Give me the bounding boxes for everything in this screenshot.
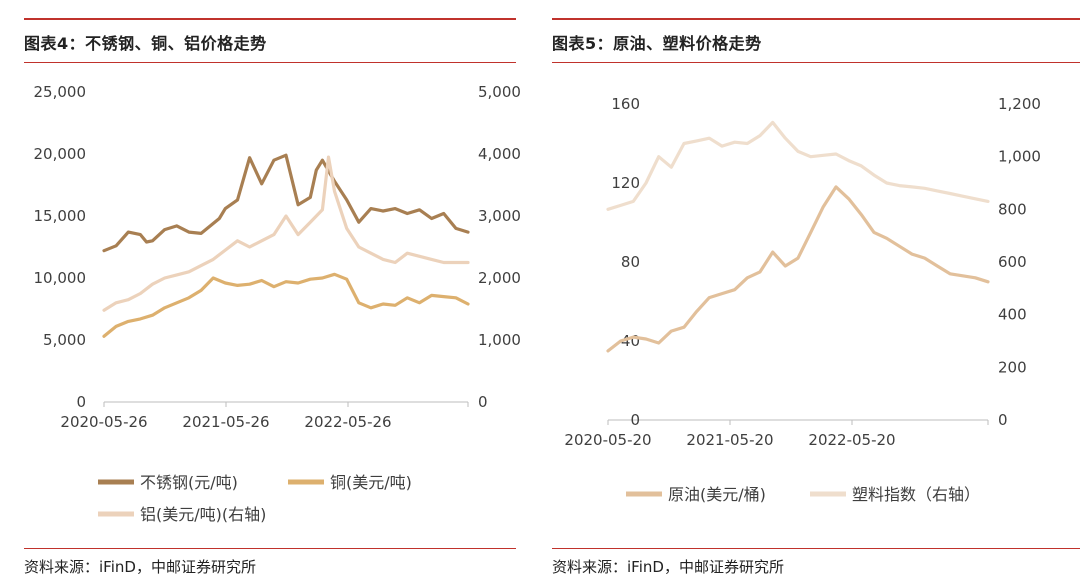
y-right-tick-label: 5,000	[478, 83, 521, 101]
chart-source: 资料来源：iFinD，中邮证券研究所	[24, 556, 256, 577]
y-right-tick-label: 3,000	[478, 207, 521, 225]
x-tick-label: 2022-05-20	[808, 431, 895, 449]
legend-label: 原油(美元/桶)	[668, 485, 766, 504]
x-tick-label: 2022-05-26	[304, 413, 391, 431]
chart-title: 图表4：不锈钢、铜、铝价格走势	[24, 30, 267, 54]
chart-source-prefix: 资料来源：	[552, 558, 628, 576]
y-left-tick-label: 15,000	[34, 207, 87, 225]
x-tick-label: 2020-05-20	[564, 431, 651, 449]
y-left-tick-label: 10,000	[34, 269, 87, 287]
series-line-1	[102, 272, 470, 338]
legend-label: 不锈钢(元/吨)	[140, 473, 238, 492]
chart-title-prefix: 图表5：	[552, 34, 614, 53]
chart-title-prefix: 图表4：	[24, 34, 86, 53]
y-right-tick-label: 400	[998, 306, 1027, 324]
legend-label: 塑料指数（右轴）	[852, 485, 980, 504]
x-tick-label: 2020-05-26	[60, 413, 147, 431]
y-right-tick-label: 0	[998, 411, 1008, 429]
y-left-tick-label: 120	[611, 174, 640, 192]
y-right-tick-label: 1,000	[478, 331, 521, 349]
series-line-0	[606, 185, 990, 353]
y-right-tick-label: 1,200	[998, 95, 1041, 113]
panel-bottom-rule	[552, 548, 1080, 549]
legend-label: 铝(美元/吨)(右轴)	[140, 505, 266, 524]
y-right-tick-label: 600	[998, 253, 1027, 271]
chart-source-text: iFinD，中邮证券研究所	[627, 558, 784, 576]
chart-title: 图表5：原油、塑料价格走势	[552, 30, 762, 54]
chart-source-text: iFinD，中邮证券研究所	[99, 558, 256, 576]
series-line-1	[606, 120, 990, 211]
y-right-tick-label: 800	[998, 200, 1027, 218]
panel-top-rule	[552, 18, 1080, 20]
x-tick-label: 2021-05-26	[182, 413, 269, 431]
x-tick-label: 2021-05-20	[686, 431, 773, 449]
y-left-tick-label: 20,000	[34, 145, 87, 163]
panel-top-rule	[24, 18, 516, 20]
chart-metals-prices: 2020-05-26 2021-05-26 2022-05-26 0 5,000 10,0…	[34, 83, 521, 524]
y-right-tick-label: 200	[998, 358, 1027, 376]
legend-label: 铜(美元/吨)	[330, 473, 412, 492]
y-right-tick-label: 0	[478, 393, 488, 411]
y-right-tick-label: 4,000	[478, 145, 521, 163]
chart-oil-plastic-prices: 2020-05-20 2021-05-20 2022-05-200408012016…	[564, 95, 1041, 504]
y-left-tick-label: 0	[76, 393, 86, 411]
y-left-tick-label: 0	[630, 411, 640, 429]
y-left-tick-label: 160	[611, 95, 640, 113]
panel-title-rule	[552, 62, 1080, 63]
y-left-tick-label: 25,000	[34, 83, 87, 101]
panel-title-rule	[24, 62, 516, 63]
panel-bottom-rule	[24, 548, 516, 549]
series-line-0	[102, 153, 470, 253]
chart-title-text: 原油、塑料价格走势	[613, 34, 762, 53]
panel-right: 图表5：原油、塑料价格走势 2020-05-20 2021-05-20 2022-0…	[540, 0, 1080, 586]
series-line-2	[102, 155, 470, 312]
chart-title-text: 不锈钢、铜、铝价格走势	[85, 34, 267, 53]
chart-source: 资料来源：iFinD，中邮证券研究所	[552, 556, 784, 577]
y-left-tick-label: 5,000	[43, 331, 86, 349]
y-left-tick-label: 80	[621, 253, 640, 271]
panel-left: 图表4：不锈钢、铜、铝价格走势 2020-05-26 2021-05-26 2022…	[24, 18, 521, 577]
y-right-tick-label: 1,000	[998, 148, 1041, 166]
y-right-tick-label: 2,000	[478, 269, 521, 287]
chart-source-prefix: 资料来源：	[24, 558, 100, 576]
